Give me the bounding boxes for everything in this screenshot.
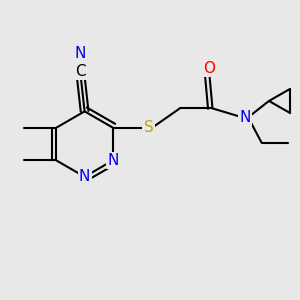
Text: S: S <box>144 120 154 135</box>
Text: N: N <box>79 169 90 184</box>
Text: N: N <box>107 153 118 168</box>
Text: N: N <box>74 46 86 61</box>
Text: N: N <box>239 110 251 125</box>
Text: O: O <box>203 61 215 76</box>
Text: C: C <box>75 64 86 79</box>
